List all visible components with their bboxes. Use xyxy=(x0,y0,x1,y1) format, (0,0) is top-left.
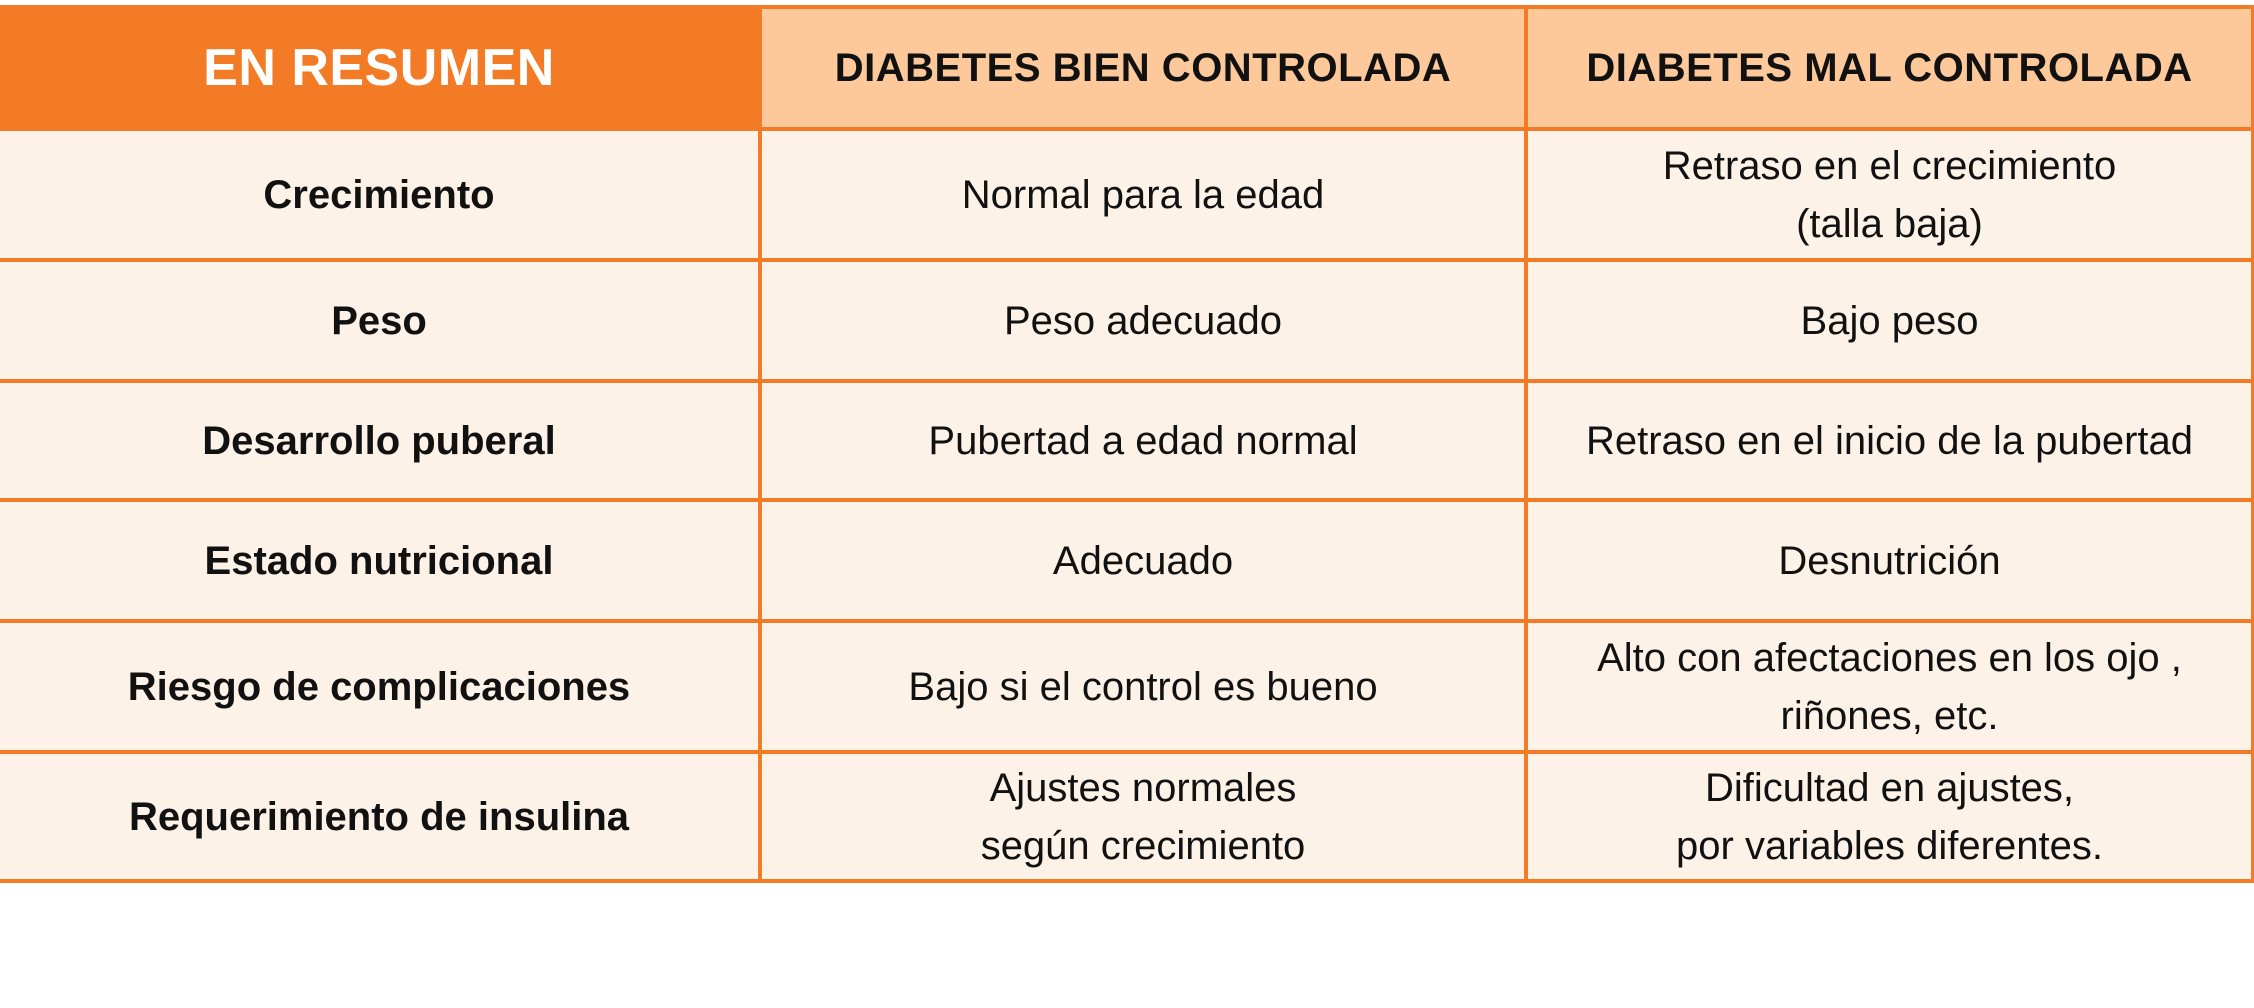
header-poorly-controlled: DIABETES MAL CONTROLADA xyxy=(1524,5,2254,131)
table-row: Requerimiento de insulina Ajustes normale… xyxy=(0,750,2254,883)
cell-good: Pubertad a edad normal xyxy=(758,379,1528,502)
row-label: Estado nutricional xyxy=(0,498,762,623)
cell-text-line: Retraso en el inicio de la pubertad xyxy=(1585,418,2194,463)
cell-text-line: (talla baja) xyxy=(1796,201,1983,246)
row-label: Peso xyxy=(0,258,762,383)
summary-table: EN RESUMEN DIABETES BIEN CONTROLADA DIAB… xyxy=(0,5,2254,883)
header-well-controlled: DIABETES BIEN CONTROLADA xyxy=(758,5,1528,131)
cell-text-line: Desnutrición xyxy=(1778,538,2001,583)
cell-bad: Desnutrición xyxy=(1524,498,2254,623)
cell-text-line: Pubertad a edad normal xyxy=(928,418,1358,463)
cell-text-line: Peso adecuado xyxy=(1003,298,1282,343)
table-row: Estado nutricional Adecuado Desnutrición xyxy=(0,498,2254,623)
row-label: Riesgo de complicaciones xyxy=(0,619,762,754)
cell-bad: Bajo peso xyxy=(1524,258,2254,383)
cell-good: Normal para la edad xyxy=(758,127,1528,262)
cell-text-line: Adecuado xyxy=(1052,538,1234,583)
cell-text-line: Retraso en el crecimiento xyxy=(1662,143,2117,188)
cell-bad: Retraso en el inicio de la pubertad xyxy=(1524,379,2254,502)
cell-text-line: riñones, etc. xyxy=(1780,693,1999,738)
cell-text-line: por variables diferentes. xyxy=(1676,823,2103,868)
cell-text-line: según crecimiento xyxy=(980,823,1306,868)
table-row: Desarrollo puberal Pubertad a edad normal… xyxy=(0,379,2254,502)
table-row: Peso Peso adecuado Bajo peso xyxy=(0,258,2254,383)
cell-bad: Retraso en el crecimiento (talla baja) xyxy=(1524,127,2254,262)
cell-bad: Dificultad en ajustes, por variables dife… xyxy=(1524,750,2254,883)
cell-text-line: Bajo si el control es bueno xyxy=(908,664,1378,709)
cell-text-line: Dificultad en ajustes, xyxy=(1704,765,2075,810)
cell-text-line: Alto con afectaciones en los ojo , xyxy=(1597,635,2182,680)
table-row: Crecimiento Normal para la edad Retraso en… xyxy=(0,127,2254,262)
header-row: EN RESUMEN DIABETES BIEN CONTROLADA DIAB… xyxy=(0,5,2254,131)
cell-bad: Alto con afectaciones en los ojo , riñone… xyxy=(1524,619,2254,754)
cell-good: Peso adecuado xyxy=(758,258,1528,383)
row-label: Desarrollo puberal xyxy=(0,379,762,502)
row-label: Crecimiento xyxy=(0,127,762,262)
cell-good: Bajo si el control es bueno xyxy=(758,619,1528,754)
cell-text-line: Normal para la edad xyxy=(961,172,1325,217)
cell-text-line: Ajustes normales xyxy=(989,765,1297,810)
header-title: EN RESUMEN xyxy=(0,5,762,131)
row-label: Requerimiento de insulina xyxy=(0,750,762,883)
cell-text-line: Bajo peso xyxy=(1800,298,1979,343)
cell-good: Adecuado xyxy=(758,498,1528,623)
cell-good: Ajustes normales según crecimiento xyxy=(758,750,1528,883)
table-row: Riesgo de complicaciones Bajo si el contr… xyxy=(0,619,2254,754)
